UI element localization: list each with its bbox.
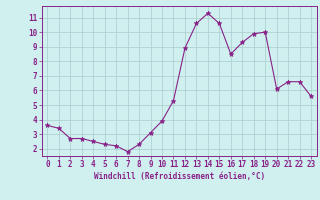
X-axis label: Windchill (Refroidissement éolien,°C): Windchill (Refroidissement éolien,°C): [94, 172, 265, 181]
